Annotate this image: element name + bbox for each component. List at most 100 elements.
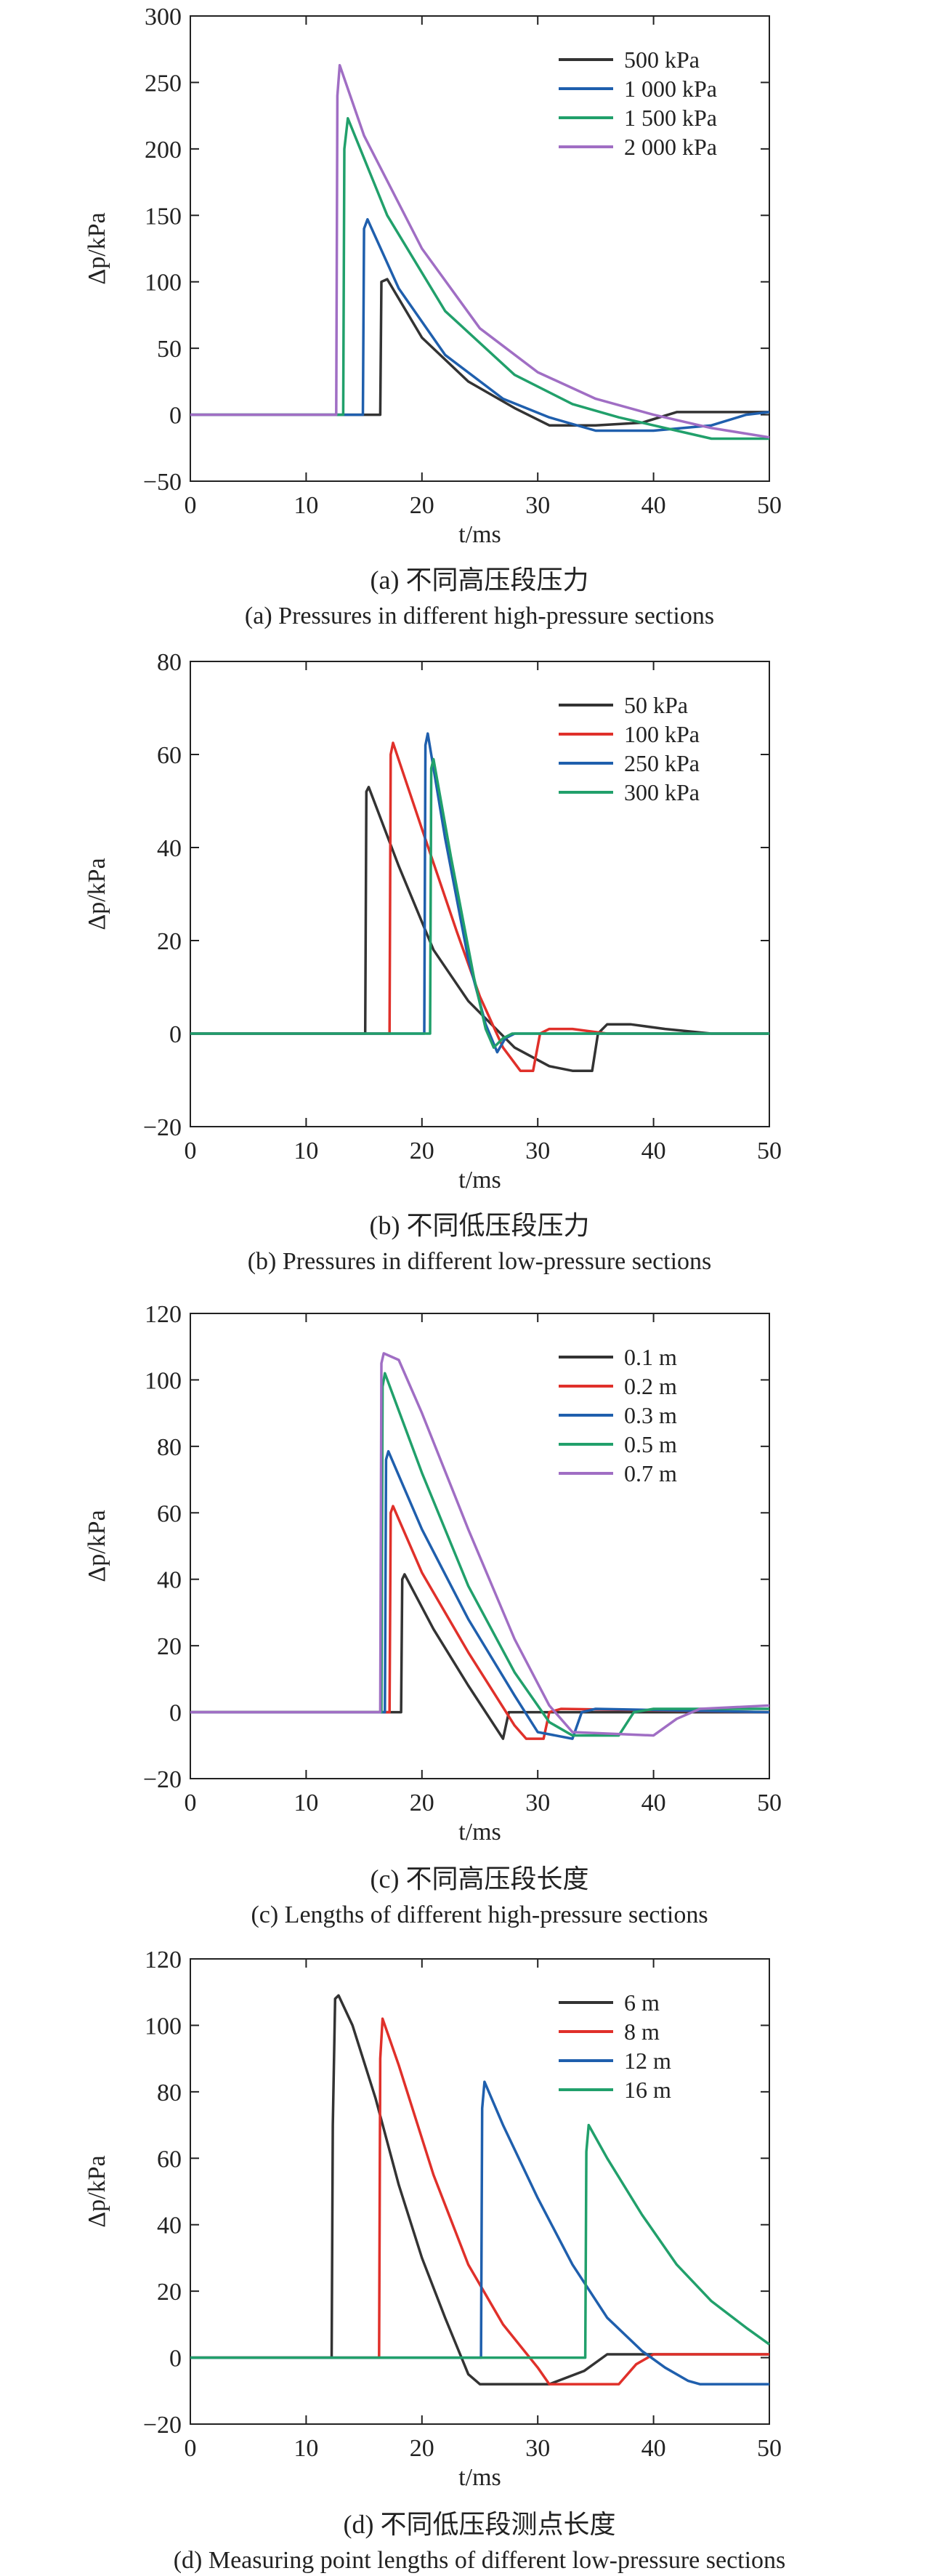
- series-line-a-1: [190, 278, 769, 427]
- plot-frame-a: [190, 15, 770, 482]
- legend-label-c: 0.7 m: [624, 1460, 677, 1486]
- caption-cn-b: (b) 不同低压段压力: [370, 1211, 590, 1240]
- legend-label-c: 0.3 m: [624, 1402, 677, 1428]
- y-tick-label-a: 200: [145, 137, 182, 164]
- legend-label-b: 50 kPa: [624, 692, 688, 718]
- panel-a: (a) 不同高压段压力 (a) Pressures in different h…: [84, 4, 782, 629]
- y-tick-label-d: 40: [157, 2213, 182, 2239]
- y-tick-label-d: 20: [157, 2279, 182, 2306]
- series-line-d-2: [190, 2017, 769, 2386]
- legend-label-d: 12 m: [624, 2048, 671, 2074]
- x-axis-label-b: t/ms: [458, 1167, 501, 1194]
- x-tick-label-a: 20: [410, 492, 434, 519]
- y-tick-label-b: 40: [157, 835, 182, 862]
- legend-label-a: 1 000 kPa: [624, 76, 717, 102]
- x-tick-label-a: 10: [294, 492, 318, 519]
- y-tick-label-a: 300: [145, 4, 182, 31]
- x-tick-label-d: 10: [294, 2435, 318, 2462]
- x-tick-label-c: 20: [410, 1790, 434, 1816]
- plot-frame-c: [190, 1313, 770, 1779]
- panel-c: (c) 不同高压段长度 (c) Lengths of different hig…: [84, 1301, 782, 1928]
- series-line-a-4: [190, 63, 770, 439]
- series-line-a-3: [190, 117, 769, 440]
- plot-frame-d: [190, 1958, 770, 2425]
- plot-frame-b: [190, 661, 770, 1127]
- x-tick-label-c: 0: [185, 1790, 197, 1816]
- y-tick-label-b: −20: [143, 1114, 182, 1141]
- series-line-c-5: [190, 1352, 770, 1737]
- y-tick-label-c: −20: [143, 1766, 182, 1793]
- y-tick-label-d: 120: [145, 1947, 182, 1973]
- caption-en-d: (d) Measuring point lengths of different…: [174, 2547, 786, 2574]
- series-line-a-2: [190, 218, 770, 432]
- x-tick-label-b: 40: [641, 1138, 666, 1164]
- x-tick-label-a: 30: [525, 492, 550, 519]
- y-tick-label-b: 20: [157, 928, 182, 955]
- series-line-d-3: [190, 2080, 769, 2386]
- legend-label-c: 0.1 m: [624, 1344, 677, 1370]
- y-tick-label-d: 80: [157, 2080, 182, 2106]
- y-axis-label-b: Δp/kPa: [84, 858, 110, 930]
- y-tick-label-a: 100: [145, 270, 182, 297]
- y-tick-label-d: −20: [143, 2412, 182, 2439]
- y-axis-label-c: Δp/kPa: [84, 1510, 110, 1582]
- series-line-d-1: [190, 1994, 769, 2386]
- caption-en-b: (b) Pressures in different low-pressure …: [248, 1248, 712, 1275]
- y-axis-label-d: Δp/kPa: [84, 2155, 110, 2227]
- legend-label-b: 100 kPa: [624, 721, 700, 747]
- legend-label-a: 1 500 kPa: [624, 105, 717, 131]
- y-tick-label-d: 100: [145, 2013, 182, 2040]
- y-tick-label-d: 0: [169, 2346, 182, 2372]
- y-tick-label-c: 20: [157, 1633, 182, 1660]
- x-tick-label-d: 0: [185, 2435, 197, 2462]
- panel-b: (b) 不同低压段压力 (b) Pressures in different l…: [84, 649, 782, 1275]
- x-axis-label-c: t/ms: [458, 1819, 501, 1846]
- x-tick-label-d: 30: [525, 2435, 550, 2462]
- legend-label-d: 16 m: [624, 2077, 671, 2103]
- x-tick-label-b: 0: [185, 1138, 197, 1164]
- x-axis-label-a: t/ms: [458, 521, 501, 548]
- panel-d: (d) 不同低压段测点长度 (d) Measuring point length…: [84, 1947, 785, 2574]
- y-tick-label-b: 0: [169, 1021, 182, 1048]
- y-tick-label-a: 0: [169, 403, 182, 430]
- x-tick-label-d: 40: [641, 2435, 666, 2462]
- series-line-b-4: [190, 757, 769, 1049]
- y-tick-label-b: 60: [157, 742, 182, 769]
- y-tick-label-a: 150: [145, 203, 182, 230]
- x-tick-label-c: 50: [757, 1790, 782, 1816]
- x-tick-label-a: 50: [757, 492, 782, 519]
- y-tick-label-c: 80: [157, 1434, 182, 1461]
- y-tick-label-c: 60: [157, 1500, 182, 1527]
- series-line-d-4: [190, 2123, 771, 2359]
- caption-en-c: (c) Lengths of different high-pressure s…: [251, 1901, 708, 1928]
- y-tick-label-c: 100: [145, 1367, 182, 1394]
- y-tick-label-d: 60: [157, 2146, 182, 2173]
- legend-label-a: 2 000 kPa: [624, 134, 717, 160]
- y-tick-label-a: −50: [143, 469, 182, 496]
- x-tick-label-b: 10: [294, 1138, 318, 1164]
- x-tick-label-b: 20: [410, 1138, 434, 1164]
- x-tick-label-c: 10: [294, 1790, 318, 1816]
- y-tick-label-c: 40: [157, 1567, 182, 1594]
- series-line-b-2: [190, 741, 769, 1072]
- series-line-c-2: [190, 1505, 770, 1740]
- y-tick-label-c: 120: [145, 1301, 182, 1328]
- legend-label-b: 300 kPa: [624, 779, 700, 805]
- x-tick-label-a: 0: [185, 492, 197, 519]
- legend-label-d: 6 m: [624, 1989, 660, 2016]
- x-tick-label-d: 20: [410, 2435, 434, 2462]
- series-line-b-1: [190, 786, 769, 1072]
- y-tick-label-a: 250: [145, 70, 182, 97]
- y-tick-label-b: 80: [157, 649, 182, 676]
- legend-label-b: 250 kPa: [624, 750, 700, 776]
- x-tick-label-b: 30: [525, 1138, 550, 1164]
- x-tick-label-d: 50: [757, 2435, 782, 2462]
- y-tick-label-c: 0: [169, 1700, 182, 1727]
- x-axis-label-d: t/ms: [458, 2464, 501, 2491]
- legend-label-c: 0.2 m: [624, 1373, 677, 1399]
- caption-cn-a: (a) 不同高压段压力: [371, 565, 589, 595]
- x-tick-label-b: 50: [757, 1138, 782, 1164]
- x-tick-label-c: 40: [641, 1790, 666, 1816]
- y-axis-label-a: Δp/kPa: [84, 212, 110, 284]
